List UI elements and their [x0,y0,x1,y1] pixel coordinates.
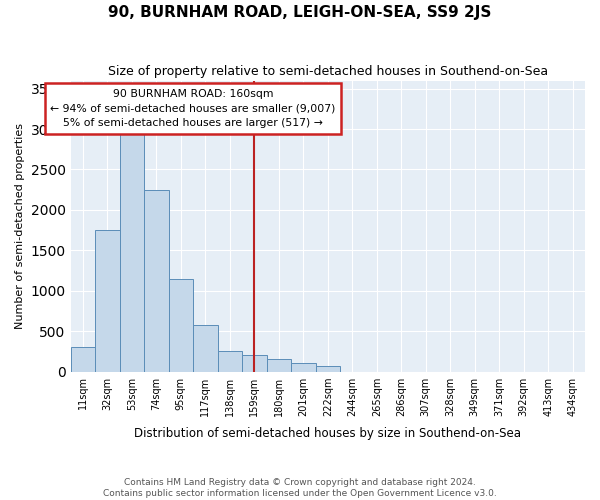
Bar [95,230,119,372]
Bar [291,364,316,372]
Bar [144,190,169,372]
Bar [218,352,242,372]
Bar [71,348,95,372]
Text: 90 BURNHAM ROAD: 160sqm
← 94% of semi-detached houses are smaller (9,007)
5% of : 90 BURNHAM ROAD: 160sqm ← 94% of semi-de… [50,88,336,128]
Text: 90, BURNHAM ROAD, LEIGH-ON-SEA, SS9 2JS: 90, BURNHAM ROAD, LEIGH-ON-SEA, SS9 2JS [109,5,491,20]
Bar [193,325,218,372]
Y-axis label: Number of semi-detached properties: Number of semi-detached properties [15,123,25,329]
Bar [316,366,340,372]
Title: Size of property relative to semi-detached houses in Southend-on-Sea: Size of property relative to semi-detach… [108,65,548,78]
Text: Contains HM Land Registry data © Crown copyright and database right 2024.
Contai: Contains HM Land Registry data © Crown c… [103,478,497,498]
Bar [242,356,266,372]
Bar [266,360,291,372]
Bar [119,129,144,372]
Bar [169,278,193,372]
X-axis label: Distribution of semi-detached houses by size in Southend-on-Sea: Distribution of semi-detached houses by … [134,427,521,440]
